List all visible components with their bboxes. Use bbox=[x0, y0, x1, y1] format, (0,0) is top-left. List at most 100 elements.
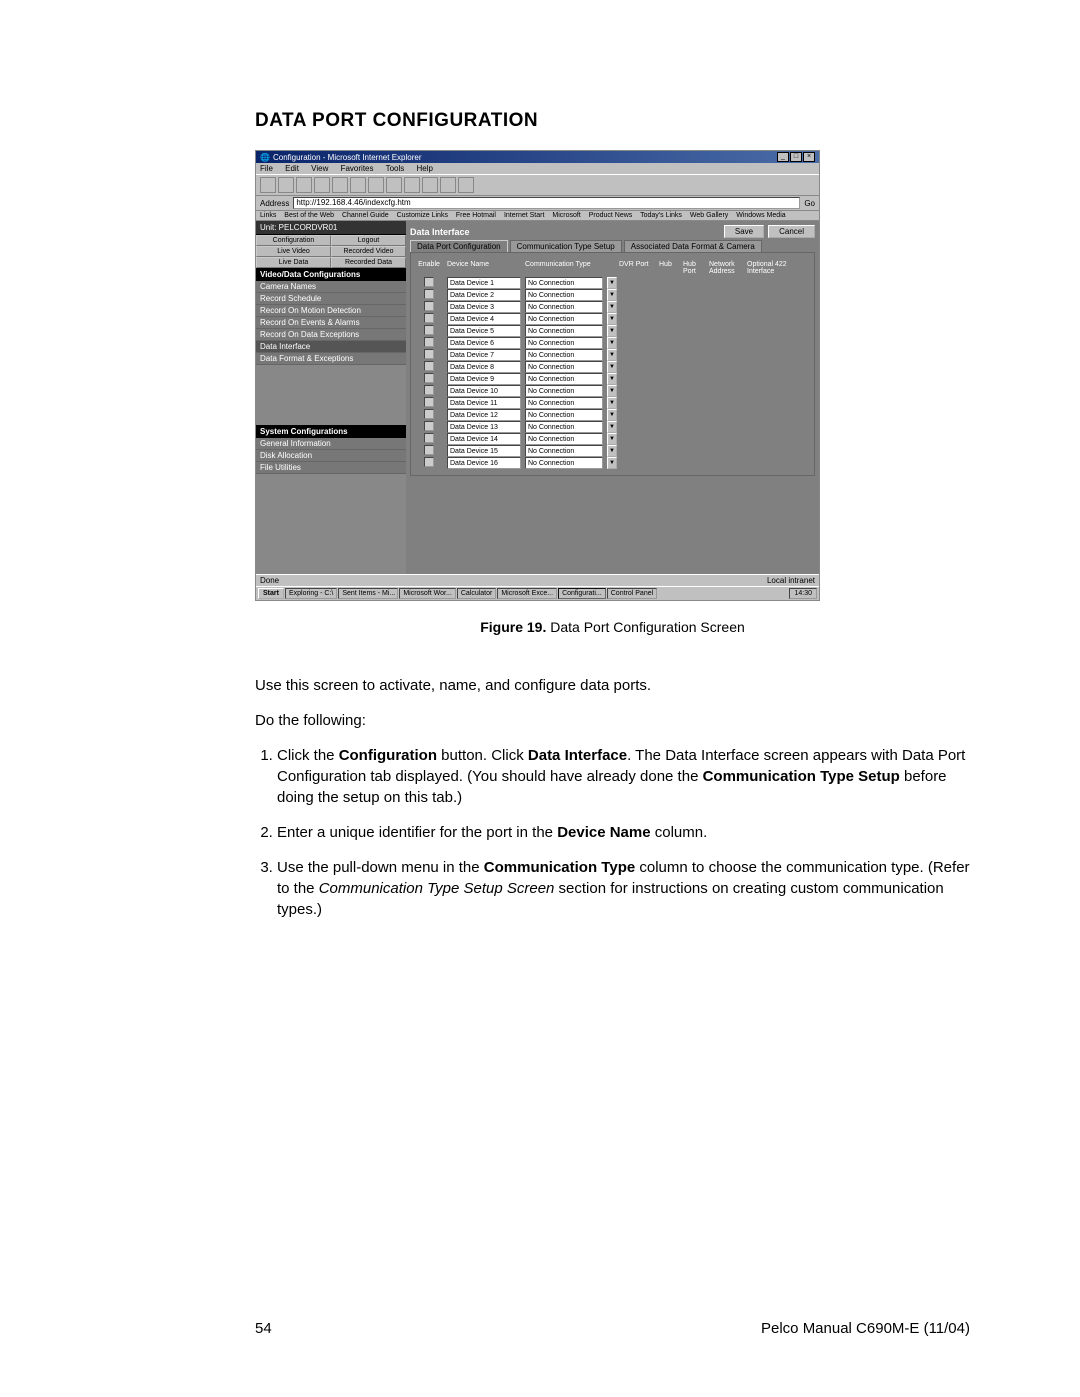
taskbar-item[interactable]: Microsoft Exce... bbox=[497, 588, 557, 599]
link-item[interactable]: Product News bbox=[589, 212, 633, 219]
menu-file[interactable]: File bbox=[260, 164, 273, 173]
comm-type-select[interactable]: No Connection bbox=[525, 277, 603, 289]
dropdown-icon[interactable]: ▼ bbox=[607, 385, 617, 397]
system-tray[interactable]: 14:30 bbox=[789, 588, 817, 599]
address-input[interactable]: http://192.168.4.46/indexcfg.htm bbox=[293, 197, 800, 209]
configuration-button[interactable]: Configuration bbox=[256, 235, 331, 246]
comm-type-select[interactable]: No Connection bbox=[525, 373, 603, 385]
enable-checkbox[interactable] bbox=[415, 337, 443, 349]
dropdown-icon[interactable]: ▼ bbox=[607, 373, 617, 385]
device-name-input[interactable]: Data Device 10 bbox=[447, 385, 521, 397]
discuss-button[interactable] bbox=[458, 177, 474, 193]
taskbar-item[interactable]: Control Panel bbox=[607, 588, 657, 599]
dropdown-icon[interactable]: ▼ bbox=[607, 421, 617, 433]
tab-comm-type-setup[interactable]: Communication Type Setup bbox=[510, 240, 622, 252]
home-button[interactable] bbox=[332, 177, 348, 193]
print-button[interactable] bbox=[422, 177, 438, 193]
link-item[interactable]: Web Gallery bbox=[690, 212, 728, 219]
link-item[interactable]: Today's Links bbox=[640, 212, 682, 219]
live-video-button[interactable]: Live Video bbox=[256, 246, 331, 257]
save-button[interactable]: Save bbox=[724, 225, 764, 238]
enable-checkbox[interactable] bbox=[415, 409, 443, 421]
forward-button[interactable] bbox=[278, 177, 294, 193]
link-item[interactable]: Channel Guide bbox=[342, 212, 389, 219]
dropdown-icon[interactable]: ▼ bbox=[607, 409, 617, 421]
nav-general-info[interactable]: General Information bbox=[256, 438, 406, 450]
device-name-input[interactable]: Data Device 3 bbox=[447, 301, 521, 313]
link-item[interactable]: Windows Media bbox=[736, 212, 785, 219]
comm-type-select[interactable]: No Connection bbox=[525, 385, 603, 397]
nav-data-exceptions[interactable]: Record On Data Exceptions bbox=[256, 329, 406, 341]
enable-checkbox[interactable] bbox=[415, 421, 443, 433]
device-name-input[interactable]: Data Device 16 bbox=[447, 457, 521, 469]
mail-button[interactable] bbox=[404, 177, 420, 193]
enable-checkbox[interactable] bbox=[415, 433, 443, 445]
device-name-input[interactable]: Data Device 11 bbox=[447, 397, 521, 409]
nav-record-schedule[interactable]: Record Schedule bbox=[256, 293, 406, 305]
comm-type-select[interactable]: No Connection bbox=[525, 337, 603, 349]
comm-type-select[interactable]: No Connection bbox=[525, 421, 603, 433]
device-name-input[interactable]: Data Device 5 bbox=[447, 325, 521, 337]
comm-type-select[interactable]: No Connection bbox=[525, 301, 603, 313]
comm-type-select[interactable]: No Connection bbox=[525, 313, 603, 325]
device-name-input[interactable]: Data Device 6 bbox=[447, 337, 521, 349]
comm-type-select[interactable]: No Connection bbox=[525, 433, 603, 445]
menu-edit[interactable]: Edit bbox=[285, 164, 299, 173]
comm-type-select[interactable]: No Connection bbox=[525, 445, 603, 457]
comm-type-select[interactable]: No Connection bbox=[525, 349, 603, 361]
dropdown-icon[interactable]: ▼ bbox=[607, 349, 617, 361]
enable-checkbox[interactable] bbox=[415, 373, 443, 385]
maximize-button[interactable]: □ bbox=[790, 152, 802, 162]
tab-assoc-data-format[interactable]: Associated Data Format & Camera bbox=[624, 240, 762, 252]
dropdown-icon[interactable]: ▼ bbox=[607, 289, 617, 301]
comm-type-select[interactable]: No Connection bbox=[525, 397, 603, 409]
device-name-input[interactable]: Data Device 7 bbox=[447, 349, 521, 361]
dropdown-icon[interactable]: ▼ bbox=[607, 325, 617, 337]
taskbar-item[interactable]: Microsoft Wor... bbox=[399, 588, 456, 599]
live-data-button[interactable]: Live Data bbox=[256, 257, 331, 268]
history-button[interactable] bbox=[386, 177, 402, 193]
comm-type-select[interactable]: No Connection bbox=[525, 409, 603, 421]
nav-data-interface[interactable]: Data Interface bbox=[256, 341, 406, 353]
link-item[interactable]: Best of the Web bbox=[284, 212, 334, 219]
nav-file-utilities[interactable]: File Utilities bbox=[256, 462, 406, 474]
dropdown-icon[interactable]: ▼ bbox=[607, 301, 617, 313]
dropdown-icon[interactable]: ▼ bbox=[607, 277, 617, 289]
device-name-input[interactable]: Data Device 4 bbox=[447, 313, 521, 325]
edit-button[interactable] bbox=[440, 177, 456, 193]
recorded-video-button[interactable]: Recorded Video bbox=[331, 246, 406, 257]
menu-view[interactable]: View bbox=[311, 164, 328, 173]
link-item[interactable]: Microsoft bbox=[552, 212, 580, 219]
logout-button[interactable]: Logout bbox=[331, 235, 406, 246]
recorded-data-button[interactable]: Recorded Data bbox=[331, 257, 406, 268]
link-item[interactable]: Internet Start bbox=[504, 212, 544, 219]
dropdown-icon[interactable]: ▼ bbox=[607, 433, 617, 445]
enable-checkbox[interactable] bbox=[415, 397, 443, 409]
minimize-button[interactable]: _ bbox=[777, 152, 789, 162]
menu-tools[interactable]: Tools bbox=[386, 164, 405, 173]
cancel-button[interactable]: Cancel bbox=[768, 225, 815, 238]
dropdown-icon[interactable]: ▼ bbox=[607, 457, 617, 469]
enable-checkbox[interactable] bbox=[415, 445, 443, 457]
comm-type-select[interactable]: No Connection bbox=[525, 457, 603, 469]
enable-checkbox[interactable] bbox=[415, 313, 443, 325]
enable-checkbox[interactable] bbox=[415, 361, 443, 373]
enable-checkbox[interactable] bbox=[415, 385, 443, 397]
device-name-input[interactable]: Data Device 14 bbox=[447, 433, 521, 445]
device-name-input[interactable]: Data Device 13 bbox=[447, 421, 521, 433]
dropdown-icon[interactable]: ▼ bbox=[607, 313, 617, 325]
go-button[interactable]: Go bbox=[804, 199, 815, 208]
comm-type-select[interactable]: No Connection bbox=[525, 289, 603, 301]
dropdown-icon[interactable]: ▼ bbox=[607, 337, 617, 349]
enable-checkbox[interactable] bbox=[415, 457, 443, 469]
device-name-input[interactable]: Data Device 12 bbox=[447, 409, 521, 421]
dropdown-icon[interactable]: ▼ bbox=[607, 445, 617, 457]
refresh-button[interactable] bbox=[314, 177, 330, 193]
nav-disk-allocation[interactable]: Disk Allocation bbox=[256, 450, 406, 462]
taskbar-item[interactable]: Sent Items - Mi... bbox=[338, 588, 398, 599]
enable-checkbox[interactable] bbox=[415, 349, 443, 361]
stop-button[interactable] bbox=[296, 177, 312, 193]
comm-type-select[interactable]: No Connection bbox=[525, 325, 603, 337]
device-name-input[interactable]: Data Device 8 bbox=[447, 361, 521, 373]
menu-help[interactable]: Help bbox=[417, 164, 433, 173]
